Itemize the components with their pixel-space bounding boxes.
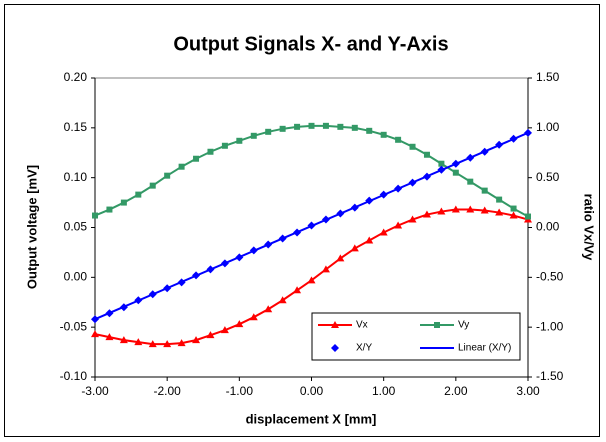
marker [451,205,460,213]
marker [481,187,488,194]
marker [265,128,272,135]
marker [294,123,301,130]
marker [163,340,172,348]
y2-tick-label: 0.50 [536,170,560,184]
marker [308,122,315,129]
marker [495,208,504,216]
marker [207,148,214,155]
marker [409,143,416,150]
y2-tick-label: -0.50 [536,270,564,284]
marker [408,215,417,223]
marker [193,155,200,162]
x-tick-label: 0.00 [300,384,324,398]
marker [331,321,339,328]
x-tick-label: 2.00 [444,384,468,398]
marker [434,322,440,328]
marker [423,151,430,158]
marker [279,125,286,132]
marker [525,213,531,220]
marker [120,199,127,206]
marker [235,320,244,328]
marker [91,330,99,338]
y2-tick-label: 0.00 [536,220,560,234]
marker [321,265,330,273]
marker [365,236,374,244]
marker [119,336,128,344]
y2-tick-label: 1.50 [536,70,560,84]
marker [236,137,243,144]
y-tick-label: -0.05 [60,319,88,333]
y-tick-label: 0.05 [64,220,88,234]
y-tick-label: 0.10 [64,170,88,184]
x-tick-label: 3.00 [516,384,540,398]
marker [192,336,201,344]
legend-label: Linear (X/Y) [458,343,511,354]
marker [452,169,459,176]
marker [467,178,474,185]
marker [422,210,431,218]
marker [206,331,215,339]
marker [336,254,345,262]
x-tick-label: -2.00 [153,384,181,398]
marker [331,344,339,352]
marker [134,338,143,346]
marker [220,326,229,334]
marker [438,160,445,167]
marker [480,206,489,214]
marker [337,123,344,130]
marker [278,296,287,304]
series-line [94,131,529,321]
marker [105,333,114,341]
chart-title: Output Signals X- and Y-Axis [173,33,448,55]
marker [149,182,156,189]
y-tick-label: -0.10 [60,369,88,383]
marker [395,136,402,143]
x-tick-label: 1.00 [372,384,396,398]
marker [322,122,329,129]
x-tick-label: -1.00 [226,384,254,398]
x-axis-label: displacement X [mm] [246,411,377,426]
marker [509,211,518,219]
marker [379,228,388,236]
marker [350,244,359,252]
y-tick-label: 0.15 [64,120,88,134]
x-tick-label: -3.00 [81,384,109,398]
marker [177,339,186,347]
marker [106,206,113,213]
legend-label: X/Y [356,343,372,354]
y-axis-label: Output voltage [mV] [24,165,39,289]
marker [148,340,157,348]
marker [351,124,358,131]
legend-label: Vy [458,320,469,331]
y-tick-label: 0.20 [64,70,88,84]
y2-tick-label: 1.00 [536,120,560,134]
marker [249,313,258,321]
marker [380,131,387,138]
y2-axis-label: ratio Vx/Vy [582,194,597,261]
marker [466,205,475,213]
marker [92,212,98,219]
marker [366,127,373,134]
marker [264,305,273,313]
legend-label: Vx [356,320,368,331]
marker [394,221,403,229]
y2-tick-label: -1.50 [536,369,564,383]
marker [307,276,316,284]
y-tick-label: 0.00 [64,270,88,284]
marker [293,286,302,294]
marker [178,163,185,170]
marker [496,196,503,203]
marker [250,132,257,139]
marker [164,172,171,179]
y2-tick-label: -1.00 [536,319,564,333]
marker [135,191,142,198]
marker [221,142,228,149]
marker [437,207,446,215]
legend-box [311,312,521,361]
chart-border [4,4,600,437]
marker [510,205,517,212]
